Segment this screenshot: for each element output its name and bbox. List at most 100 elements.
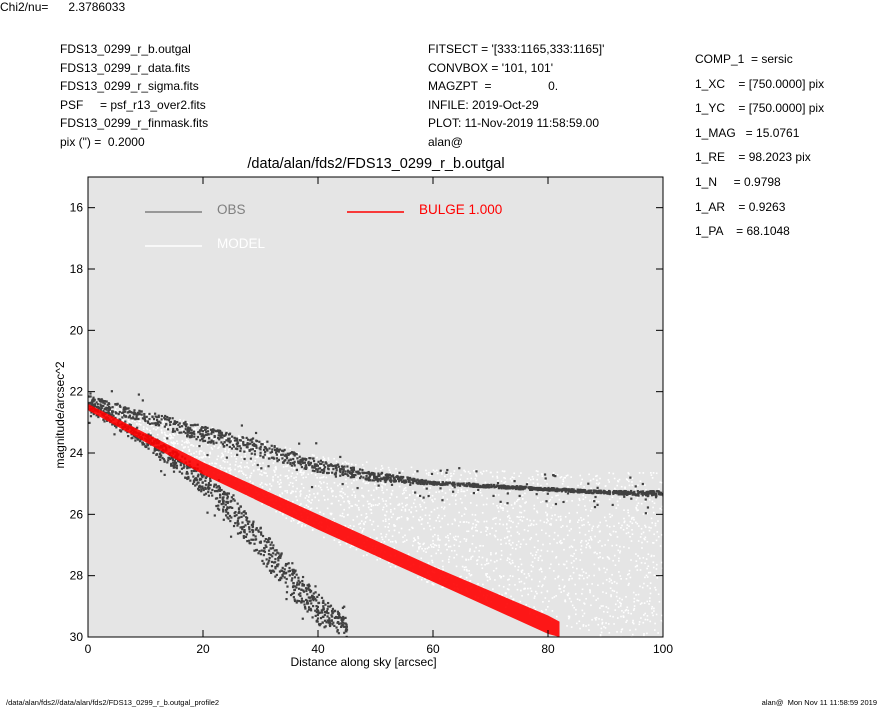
model-point (414, 471, 416, 473)
model-point (578, 574, 581, 576)
model-point (653, 607, 655, 610)
obs-point (198, 484, 201, 487)
obs-point (422, 479, 426, 482)
obs-point (210, 439, 213, 442)
model-point (433, 527, 435, 529)
obs-point (248, 520, 251, 523)
obs-point (320, 596, 324, 599)
model-point (451, 549, 453, 552)
model-point (355, 478, 358, 481)
obs-point (213, 490, 217, 493)
model-point (502, 507, 504, 510)
obs-point (201, 487, 205, 490)
model-point (510, 520, 512, 522)
obs-point (236, 448, 239, 451)
model-point (485, 534, 488, 536)
model-point (297, 522, 299, 525)
model-point (651, 522, 654, 524)
model-point (337, 500, 340, 502)
model-point (434, 533, 436, 536)
model-point (396, 518, 398, 521)
obs-point (180, 472, 184, 475)
model-point (618, 557, 620, 560)
model-point (644, 576, 646, 579)
obs-point (343, 631, 346, 634)
model-point (531, 554, 534, 557)
obs-point (590, 491, 594, 495)
obs-point (345, 623, 348, 626)
model-point (522, 516, 525, 518)
model-point (195, 450, 198, 453)
model-point (503, 476, 505, 479)
model-point (338, 541, 341, 543)
model-point (391, 562, 394, 565)
obs-point (131, 411, 134, 414)
obs-point (517, 488, 520, 491)
model-point (532, 482, 535, 484)
model-point (535, 551, 538, 553)
model-point (414, 498, 416, 501)
obs-point (611, 503, 614, 507)
model-point (184, 446, 186, 448)
model-point (290, 491, 293, 494)
model-point (498, 523, 501, 525)
obs-point (305, 598, 308, 602)
obs-point (564, 490, 567, 493)
model-point (326, 507, 329, 510)
model-point (290, 466, 293, 469)
model-point (425, 551, 427, 553)
obs-point (593, 500, 596, 503)
obs-point (259, 526, 262, 529)
obs-point (361, 468, 364, 472)
obs-point (427, 494, 430, 498)
model-point (543, 491, 545, 493)
obs-point (218, 486, 222, 489)
model-point (619, 575, 622, 577)
obs-point (262, 549, 265, 553)
obs-point (308, 588, 311, 591)
model-point (323, 481, 325, 484)
model-point (657, 632, 659, 634)
obs-point (585, 491, 588, 494)
model-point (598, 569, 601, 571)
obs-point (380, 477, 384, 481)
obs-point (293, 588, 296, 592)
model-point (431, 582, 434, 585)
model-point (643, 632, 645, 635)
obs-point (326, 471, 329, 475)
model-point (564, 600, 566, 602)
model-point (297, 455, 299, 458)
obs-point (93, 398, 96, 401)
obs-point (278, 448, 282, 451)
model-point (493, 534, 496, 537)
obs-point (396, 477, 400, 480)
obs-point (293, 570, 297, 573)
model-point (394, 540, 397, 542)
obs-point (307, 462, 310, 465)
model-point (204, 462, 207, 465)
model-point (511, 559, 514, 562)
model-point (599, 551, 601, 554)
obs-point (300, 588, 303, 591)
obs-point (164, 414, 167, 418)
model-point (438, 568, 440, 570)
model-point (525, 501, 527, 503)
obs-point (278, 555, 281, 558)
model-point (475, 524, 478, 526)
model-point (110, 412, 112, 414)
obs-point (171, 417, 174, 420)
obs-point (238, 439, 241, 442)
obs-point (283, 571, 286, 575)
model-point (304, 497, 307, 499)
obs-point (113, 433, 116, 436)
model-point (546, 513, 549, 515)
obs-point (201, 486, 204, 489)
model-point (391, 540, 394, 543)
model-point (635, 506, 637, 509)
model-point (383, 541, 386, 543)
obs-point (145, 415, 148, 418)
obs-point (236, 519, 239, 522)
obs-point (200, 474, 203, 477)
obs-point (624, 490, 627, 493)
model-point (616, 617, 619, 619)
